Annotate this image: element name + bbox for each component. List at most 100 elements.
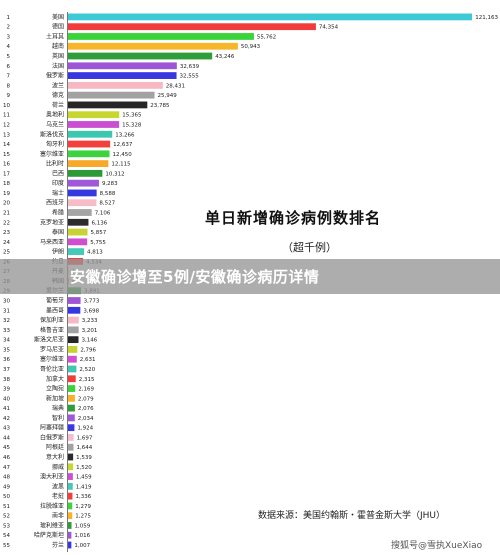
category-label: 英国	[52, 52, 64, 60]
bar	[68, 502, 73, 510]
rank-label: 34	[3, 338, 10, 344]
bar	[68, 13, 472, 21]
category-label: 新加坡	[46, 394, 64, 402]
category-label: 阿根廷	[46, 443, 64, 451]
category-label: 德国	[52, 23, 64, 31]
category-label: 荷兰	[52, 101, 64, 109]
rank-label: 45	[3, 445, 10, 451]
bar	[68, 111, 120, 119]
value-label: 5,755	[90, 240, 106, 246]
rank-label: 10	[3, 103, 10, 109]
category-label: 立陶宛	[46, 385, 64, 393]
category-label: 土耳其	[46, 32, 64, 40]
rank-label: 40	[3, 396, 10, 402]
value-label: 1,459	[76, 475, 92, 481]
category-label: 罗马尼亚	[40, 345, 64, 353]
rank-label: 41	[3, 406, 10, 412]
category-label: 塞尔维亚	[40, 355, 64, 363]
value-label: 6,136	[91, 220, 107, 226]
category-label: 哥伦比亚	[40, 365, 64, 373]
category-label: 美国	[52, 13, 64, 21]
bar	[68, 42, 238, 50]
bar	[68, 218, 89, 226]
bar	[68, 375, 76, 383]
value-label: 2,079	[78, 396, 94, 402]
rank-label: 22	[3, 220, 10, 226]
value-label: 2,631	[80, 357, 96, 363]
rank-label: 1	[7, 15, 11, 21]
category-label: 瑞典	[52, 404, 64, 412]
bar	[68, 482, 73, 490]
bar	[68, 531, 72, 539]
bar	[68, 91, 155, 99]
value-label: 32,555	[180, 74, 200, 80]
value-label: 1,644	[76, 445, 92, 451]
value-label: 3,201	[82, 328, 98, 334]
category-label: 俄罗斯	[46, 72, 64, 80]
value-label: 1,697	[77, 435, 93, 441]
value-label: 3,773	[84, 299, 100, 305]
category-label: 哈萨克斯坦	[34, 531, 64, 539]
bar	[68, 101, 148, 109]
chart-subtitle: （超千例）	[282, 241, 337, 254]
rank-label: 24	[3, 240, 10, 246]
category-label: 斯洛伐克	[40, 130, 64, 138]
bar	[68, 248, 85, 256]
value-label: 15,365	[122, 113, 142, 119]
category-label: 意大利	[46, 453, 64, 461]
rank-label: 8	[7, 83, 11, 89]
bar	[68, 52, 213, 60]
rank-label: 49	[3, 484, 10, 490]
bar	[68, 238, 88, 246]
rank-label: 4	[7, 44, 11, 50]
headline-banner	[0, 259, 500, 294]
value-label: 25,949	[158, 93, 178, 99]
bar	[68, 33, 254, 40]
bar	[68, 316, 79, 324]
rank-label: 19	[3, 191, 10, 197]
rank-label: 42	[3, 416, 10, 422]
value-label: 43,246	[215, 54, 235, 60]
headline-banner-text: 安徽确诊增至5例/安徽确诊病历详情	[70, 268, 320, 286]
category-label: 墨西哥	[46, 307, 64, 314]
value-label: 12,115	[111, 162, 131, 168]
rank-label: 12	[3, 122, 10, 128]
value-label: 1,520	[76, 465, 92, 471]
rank-label: 47	[3, 465, 10, 471]
bar	[68, 492, 73, 500]
category-label: 拉脱维亚	[40, 502, 64, 510]
value-label: 1,419	[76, 484, 92, 490]
value-label: 32,639	[180, 64, 200, 70]
bar	[68, 326, 79, 334]
value-label: 50,943	[241, 44, 261, 50]
chart-title: 单日新增确诊病例数排名	[205, 209, 382, 227]
value-label: 1,539	[76, 455, 92, 461]
rank-label: 32	[3, 318, 10, 324]
rank-label: 16	[3, 162, 10, 168]
bar	[68, 414, 75, 422]
bar	[68, 473, 73, 480]
value-label: 3,698	[83, 308, 99, 314]
bar	[68, 522, 72, 529]
rank-label: 18	[3, 181, 10, 187]
bar	[68, 150, 110, 158]
value-label: 13,266	[115, 132, 135, 138]
value-label: 1,059	[75, 523, 91, 529]
category-label: 巴西	[52, 170, 64, 177]
bar	[68, 228, 88, 236]
value-label: 8,588	[100, 191, 116, 197]
value-label: 12,450	[113, 152, 133, 158]
value-label: 74,354	[319, 25, 339, 31]
rank-label: 31	[3, 308, 10, 314]
value-label: 8,527	[99, 201, 115, 207]
category-label: 西班牙	[46, 199, 64, 207]
category-label: 泰国	[52, 228, 64, 236]
bar	[68, 23, 316, 31]
category-label: 马来西亚	[40, 238, 64, 246]
bar	[68, 443, 74, 451]
rank-label: 51	[3, 504, 10, 510]
category-label: 阿塞拜疆	[40, 424, 64, 432]
category-label: 澳大利亚	[40, 473, 64, 481]
category-label: 挪威	[52, 463, 64, 471]
rank-label: 38	[3, 377, 10, 383]
